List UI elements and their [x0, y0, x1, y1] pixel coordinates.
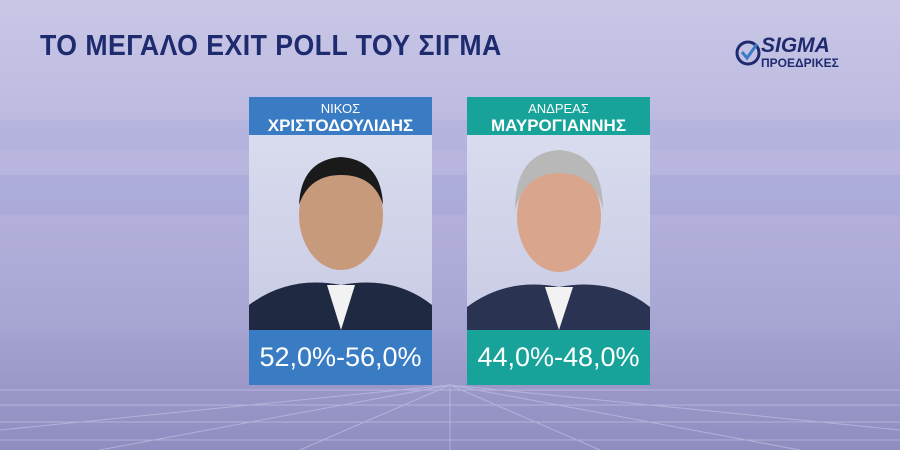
- logo-subtitle: ΠΡΟΕΔΡΙΚΕΣ: [761, 56, 839, 70]
- last-name: ΧΡΙΣΤΟΔΟΥΛΙΔΗΣ: [267, 116, 414, 135]
- logo-brand: SIGMA: [761, 34, 830, 57]
- logo-mark: [735, 40, 761, 66]
- result: 44,0%-48,0%: [467, 330, 650, 385]
- portrait: [467, 150, 650, 330]
- floor-grid: [0, 384, 900, 450]
- band: [0, 175, 900, 215]
- portrait: [249, 157, 432, 330]
- photo: [249, 135, 432, 330]
- photo: [467, 135, 650, 330]
- card-header: ΝΙΚΟΣ ΧΡΙΣΤΟΔΟΥΛΙΔΗΣ: [249, 97, 432, 135]
- last-name: ΜΑΥΡΟΓΙΑΝΝΗΣ: [490, 116, 627, 135]
- result: 52,0%-56,0%: [249, 330, 432, 385]
- candidate-card: ΝΙΚΟΣ ΧΡΙΣΤΟΔΟΥΛΙΔΗΣ 52,0%-56,0%: [249, 97, 432, 385]
- card-header: ΑΝΔΡΕΑΣ ΜΑΥΡΟΓΙΑΝΝΗΣ: [467, 97, 650, 135]
- band: [0, 120, 900, 150]
- candidate-card: ΑΝΔΡΕΑΣ ΜΑΥΡΟΓΙΑΝΝΗΣ 44,0%-48,0%: [467, 97, 650, 385]
- logo: SIGMA ΠΡΟΕΔΡΙΚΕΣ: [735, 34, 865, 74]
- first-name: ΝΙΚΟΣ: [320, 101, 361, 116]
- first-name: ΑΝΔΡΕΑΣ: [528, 101, 589, 116]
- title: ΤΟ ΜΕΓΑΛΟ EXIT POLL ΤΟΥ ΣΙΓΜΑ: [40, 30, 502, 62]
